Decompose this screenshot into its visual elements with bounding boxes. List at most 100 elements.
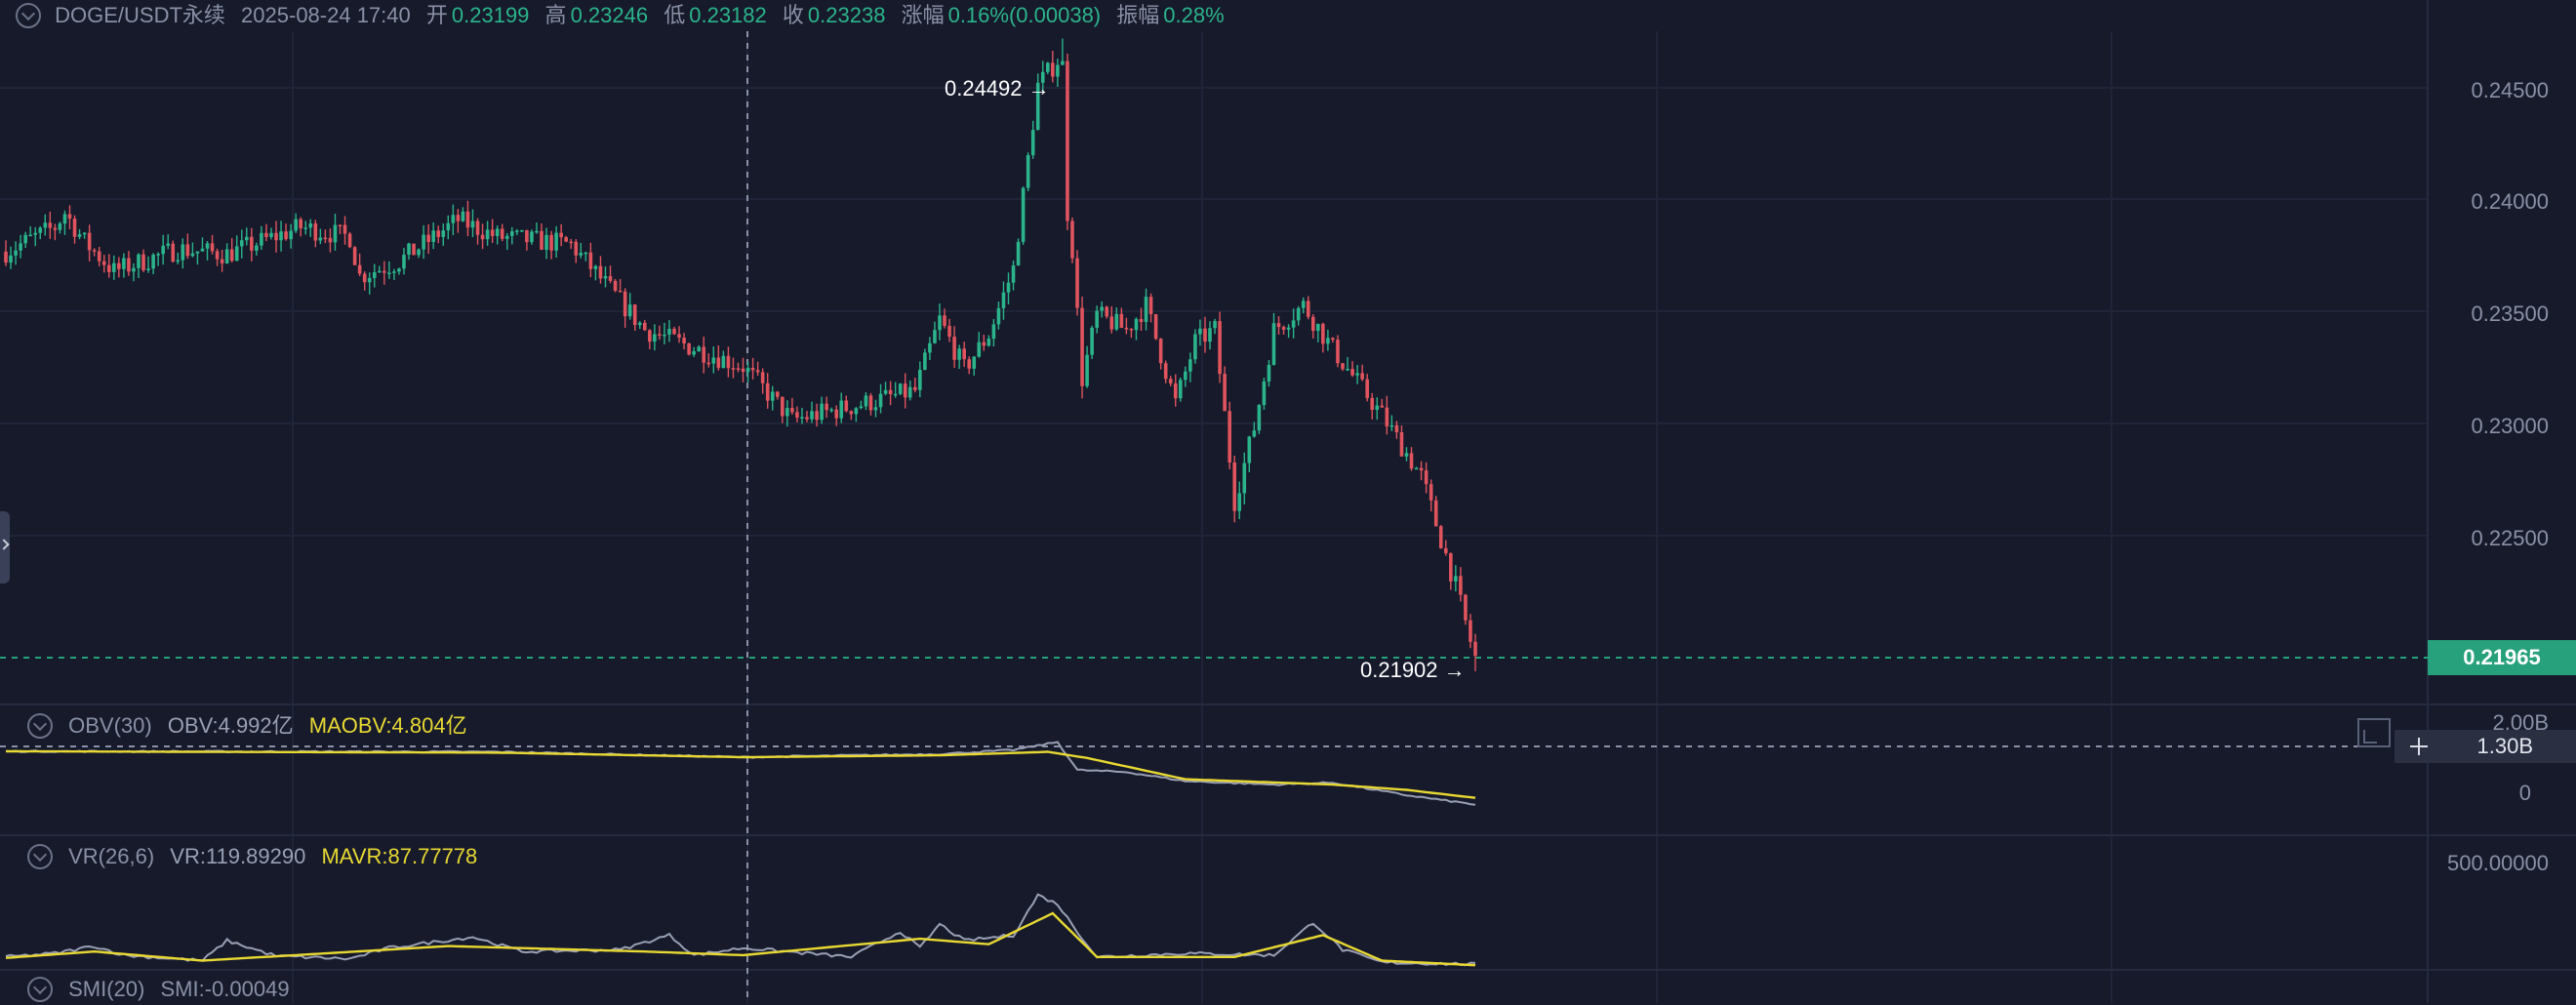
candle-body — [540, 230, 543, 250]
candle-body — [938, 315, 942, 331]
candle-body — [509, 231, 514, 236]
maobv-value: MAOBV:4.804亿 — [308, 713, 467, 738]
candle-body — [1296, 307, 1301, 321]
candle-body — [62, 214, 67, 224]
candle-body — [456, 215, 461, 221]
arrow-right-icon: → — [1027, 76, 1050, 100]
candle-body — [426, 234, 430, 243]
candle-body — [682, 338, 686, 343]
candle-body — [485, 229, 490, 240]
vr-collapse-icon[interactable] — [27, 843, 53, 869]
candle-body — [1026, 154, 1030, 188]
candle-body — [653, 334, 657, 342]
candle-body — [264, 232, 268, 237]
sidebar-expand-handle[interactable] — [0, 511, 10, 583]
candle-body — [72, 219, 77, 237]
smi-collapse-icon[interactable] — [27, 976, 53, 1002]
candle-body — [1267, 365, 1271, 382]
candle-body — [1252, 430, 1257, 437]
bar-datetime: 2025-08-24 17:40 — [241, 3, 411, 27]
candle-body — [1223, 374, 1227, 412]
window-restore-icon[interactable] — [2357, 718, 2391, 747]
candle-body — [1380, 405, 1385, 408]
candle-body — [269, 232, 273, 237]
collapse-toggle-icon[interactable] — [16, 2, 41, 28]
candle-body — [1316, 323, 1320, 332]
candle-body — [1286, 327, 1291, 330]
candle-body — [1021, 187, 1026, 242]
candle-body — [1281, 327, 1286, 330]
vr-legend: VR(26,6) VR:119.89290 MAVR:87.77778 — [0, 841, 487, 872]
candle-body — [1100, 306, 1105, 311]
candle-body — [387, 272, 391, 274]
candle-body — [868, 395, 873, 411]
candle-body — [215, 251, 220, 260]
add-plus-icon[interactable] — [2402, 730, 2435, 763]
candle-body — [967, 359, 972, 369]
candle-body — [1360, 373, 1364, 380]
candle-body — [1464, 594, 1468, 621]
candle-body — [977, 342, 982, 357]
candle-body — [1129, 329, 1134, 331]
candle-body — [1365, 379, 1369, 398]
candle-body — [176, 260, 181, 262]
candle-body — [372, 272, 377, 278]
candle-body — [834, 409, 839, 419]
candle-body — [19, 243, 22, 251]
obv-tick-zero: 0 — [2518, 781, 2531, 805]
candle-body — [1061, 60, 1065, 65]
candle-body — [279, 231, 283, 241]
candle-body — [608, 275, 613, 281]
candle-body — [43, 222, 48, 228]
candle-body — [564, 237, 568, 242]
candle-body — [1459, 576, 1463, 595]
candle-body — [382, 270, 386, 273]
candle-body — [1056, 64, 1060, 77]
candle-body — [755, 370, 760, 373]
candle-body — [873, 407, 878, 411]
candle-body — [648, 330, 652, 342]
candle-body — [97, 251, 101, 261]
candle-body — [200, 248, 205, 252]
obv-collapse-icon[interactable] — [27, 712, 53, 739]
candle-body — [1291, 320, 1296, 328]
candle-body — [982, 342, 986, 346]
candle-body — [672, 328, 676, 335]
candle-body — [603, 275, 608, 279]
candle-body — [1341, 363, 1345, 370]
candle-body — [632, 304, 637, 326]
candle-body — [181, 244, 185, 261]
candle-body — [101, 261, 106, 265]
candle-body — [220, 259, 224, 263]
candle-body — [726, 355, 731, 369]
candle-body — [1051, 62, 1055, 77]
candle-body — [1370, 397, 1375, 410]
close-value: 0.23238 — [807, 3, 886, 27]
candle-body — [943, 315, 946, 326]
candle-body — [1429, 484, 1433, 501]
candle-body — [1385, 407, 1389, 426]
candle-body — [1124, 327, 1129, 330]
candle-body — [627, 304, 632, 317]
smi-legend: SMI(20) SMI:-0.00049 — [0, 974, 300, 1005]
candle-body — [1228, 411, 1231, 462]
candle-body — [328, 237, 333, 243]
candle-body — [898, 383, 903, 394]
candle-body — [883, 389, 888, 394]
candle-body — [829, 409, 833, 412]
candle-body — [14, 250, 18, 256]
candle-body — [333, 224, 338, 243]
candle-body — [775, 391, 780, 397]
candle-body — [245, 236, 249, 241]
candle-body — [195, 251, 200, 254]
candle-body — [1109, 316, 1114, 330]
candle-body — [613, 280, 618, 291]
price-tick-2: 0.23500 — [2471, 302, 2549, 326]
candle-body — [480, 234, 485, 240]
crosshair-value-tag[interactable]: 1.30B — [2395, 730, 2576, 763]
candle-body — [1184, 371, 1187, 381]
candle-body — [706, 362, 711, 365]
candle-body — [933, 330, 937, 343]
high-label: 高 — [544, 3, 567, 27]
